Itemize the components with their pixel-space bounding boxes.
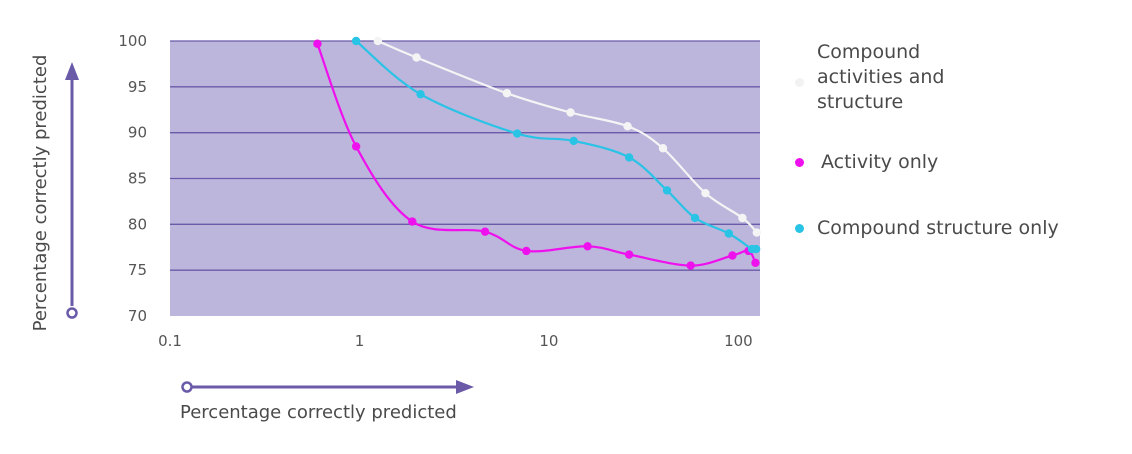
data-point-structure-only [724, 229, 734, 238]
data-point-activity-only [480, 227, 490, 236]
data-point-activities-structure [502, 89, 512, 98]
data-point-activity-only [728, 251, 737, 260]
y-tick-label: 90 [128, 124, 147, 142]
x-tick-label: 100 [724, 332, 753, 350]
series-layer [313, 36, 761, 270]
data-point-activities-structure [373, 36, 383, 46]
data-point-activities-structure [623, 122, 632, 131]
legend-item-activities-structure: Compound activities and structure [795, 40, 1125, 122]
x-tick-label: 1 [355, 332, 365, 350]
y-tick-label: 100 [118, 32, 147, 50]
data-point-structure-only [751, 244, 761, 254]
y-tick-label: 70 [128, 307, 147, 325]
data-point-activity-only [522, 246, 531, 256]
y-axis-title: Percentage correctly predicted [30, 55, 51, 332]
legend-label-activities-structure: Compound activities and structure [817, 41, 945, 113]
x-tick-label: 0.1 [158, 332, 182, 350]
data-point-activity-only [408, 217, 417, 226]
legend-marker-structure-only [795, 224, 804, 233]
data-point-activity-only [751, 258, 760, 268]
data-point-activities-structure [566, 108, 575, 117]
x-axis-arrow-tail [181, 381, 193, 393]
series-line-structure-only [355, 40, 758, 252]
legend-label-structure-only: Compound structure only [817, 217, 1059, 239]
data-point-activities-structure [738, 213, 747, 223]
y-tick-label: 85 [128, 170, 147, 188]
tick-labels: 70 75 80 85 90 95 100 0.1 1 10 100 [118, 32, 752, 350]
data-point-structure-only [513, 129, 522, 138]
x-axis-title: Percentage correctly predicted [180, 402, 457, 423]
data-point-activities-structure [412, 53, 421, 62]
legend: Compound activities and structure Activi… [795, 40, 1125, 241]
data-point-activities-structure [701, 188, 710, 198]
x-tick-label: 10 [539, 332, 558, 350]
data-point-structure-only [416, 89, 425, 99]
y-tick-label: 75 [128, 261, 147, 279]
y-tick-label: 95 [128, 78, 147, 96]
y-tick-label: 80 [128, 215, 147, 233]
grid [170, 40, 760, 271]
data-point-activity-only [686, 261, 695, 270]
legend-item-activity-only: Activity only [795, 150, 1125, 216]
data-point-activities-structure [658, 144, 668, 153]
legend-marker-activities-structure [795, 78, 804, 87]
data-point-activity-only [313, 39, 322, 48]
legend-item-structure-only: Compound structure only [795, 216, 1125, 241]
y-axis-arrow-tail [66, 307, 78, 319]
legend-label-activity-only: Activity only [821, 151, 939, 173]
data-point-activity-only [583, 242, 592, 251]
data-point-structure-only [690, 213, 700, 223]
data-point-structure-only [569, 136, 578, 146]
data-point-structure-only [662, 186, 672, 195]
data-point-structure-only [624, 153, 634, 162]
y-axis-arrow-head [65, 62, 79, 80]
legend-marker-activity-only [795, 158, 804, 167]
data-point-activity-only [351, 142, 361, 151]
data-point-structure-only [351, 36, 361, 46]
data-point-activity-only [624, 250, 634, 259]
series-line-activity-only [316, 43, 757, 267]
x-axis-arrow-head [456, 380, 474, 394]
data-point-activities-structure [752, 228, 761, 237]
